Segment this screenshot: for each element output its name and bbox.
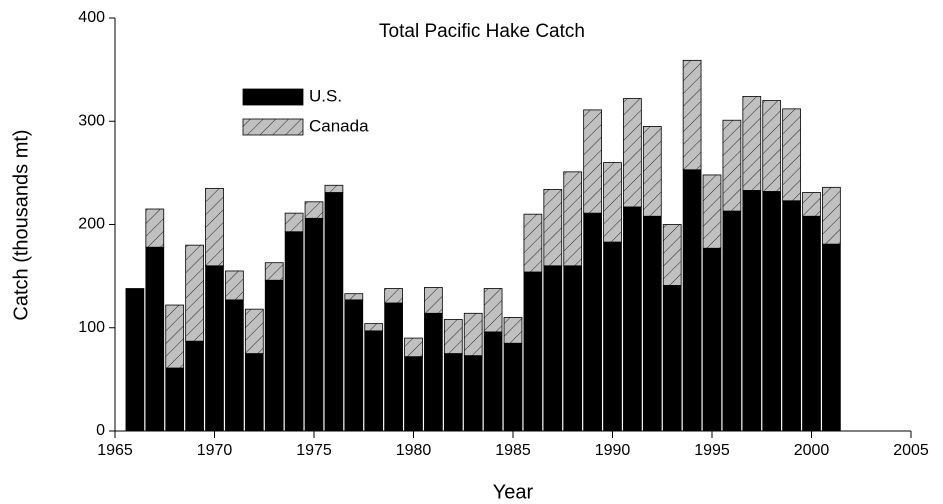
bar-segment (145, 246, 165, 432)
bar-segment (623, 206, 642, 432)
bar-segment (404, 356, 423, 432)
bar-segment (463, 312, 483, 357)
bar-segment (344, 299, 364, 432)
bar-segment (264, 279, 284, 432)
bar-segment (145, 208, 165, 248)
bar-segment (364, 330, 384, 432)
x-tick-label: 2005 (893, 442, 929, 459)
bar-segment (463, 355, 483, 432)
bar-segment (822, 243, 841, 432)
bar-segment (642, 126, 662, 217)
bar-segment (284, 231, 304, 432)
bar-segment (543, 265, 563, 432)
legend-swatch (242, 118, 304, 136)
bar-segment (225, 299, 244, 432)
x-tick-label: 1985 (495, 442, 531, 459)
bar-segment (225, 270, 244, 301)
bar-segment (364, 323, 384, 332)
bar-segment (264, 262, 284, 281)
chart-title: Total Pacific Hake Catch (379, 21, 585, 42)
bar-segment (563, 265, 583, 432)
bar-segment (244, 308, 264, 354)
bar-segment (304, 201, 324, 219)
x-tick-label: 1995 (694, 442, 730, 459)
bar-segment (762, 100, 782, 192)
bar-segment (324, 192, 344, 432)
x-tick-label: 1975 (296, 442, 332, 459)
legend-label: Canada (309, 116, 369, 135)
y-tick-label: 200 (78, 216, 105, 233)
bar-segment (503, 317, 523, 344)
bar-segment (424, 287, 443, 314)
bar-segment (802, 215, 821, 432)
x-tick-label: 1965 (97, 442, 133, 459)
x-axis-label: Year (493, 481, 534, 503)
bar-segment (165, 304, 185, 369)
bar-segment (165, 367, 185, 432)
bar-segment (384, 302, 403, 432)
bar-segment (304, 217, 324, 432)
bar-segment (742, 96, 762, 191)
x-tick-label: 2000 (794, 442, 830, 459)
y-tick-label: 400 (78, 9, 105, 26)
bar-segment (384, 288, 403, 304)
bar-segment (523, 213, 543, 273)
bar-segment (603, 162, 622, 243)
bar-segment (722, 119, 742, 212)
bar-segment (722, 210, 742, 432)
bar-segment (603, 241, 622, 432)
bar-segment (443, 319, 463, 354)
bar-segment (702, 174, 722, 249)
y-tick-label: 100 (78, 319, 105, 336)
y-axis-label: Catch (thousands mt) (10, 129, 32, 320)
bar-segment (523, 271, 543, 432)
bar-segment (662, 285, 682, 432)
bar-segment (762, 191, 782, 432)
bar-segment (503, 342, 523, 432)
bar-segment (205, 265, 224, 432)
bar-segment (205, 187, 224, 267)
bar-segment (822, 186, 841, 245)
bar-segment (483, 288, 503, 333)
bar-segment (583, 212, 602, 432)
bar-segment (543, 188, 563, 267)
bar-segment (344, 293, 364, 301)
bar-segment (443, 353, 463, 432)
x-tick-label: 1970 (197, 442, 233, 459)
bar-segment (185, 340, 204, 432)
y-tick-label: 0 (96, 422, 105, 439)
bar-segment (424, 312, 443, 432)
bar-segment (483, 331, 503, 432)
x-tick-label: 1980 (396, 442, 432, 459)
x-tick-label: 1990 (595, 442, 631, 459)
legend-swatch (242, 88, 304, 106)
bar-segment (623, 98, 642, 208)
bar-segment (563, 171, 583, 267)
bar-segment (682, 59, 702, 171)
bar-segment (782, 200, 801, 432)
bar-segment (284, 212, 304, 233)
bar-segment (662, 224, 682, 286)
bar-segment (782, 108, 801, 202)
y-tick-label: 300 (78, 112, 105, 129)
bar-segment (742, 190, 762, 432)
bar-segment (642, 215, 662, 432)
bar-segment (702, 247, 722, 432)
bar-segment (583, 109, 602, 214)
bar-segment (125, 288, 145, 432)
bar-segment (244, 353, 264, 432)
bar-segment (324, 184, 344, 193)
legend-label: U.S. (309, 86, 342, 105)
bar-segment (682, 169, 702, 432)
bar-segment (802, 192, 821, 217)
bar-segment (185, 244, 204, 342)
bar-segment (404, 337, 423, 358)
